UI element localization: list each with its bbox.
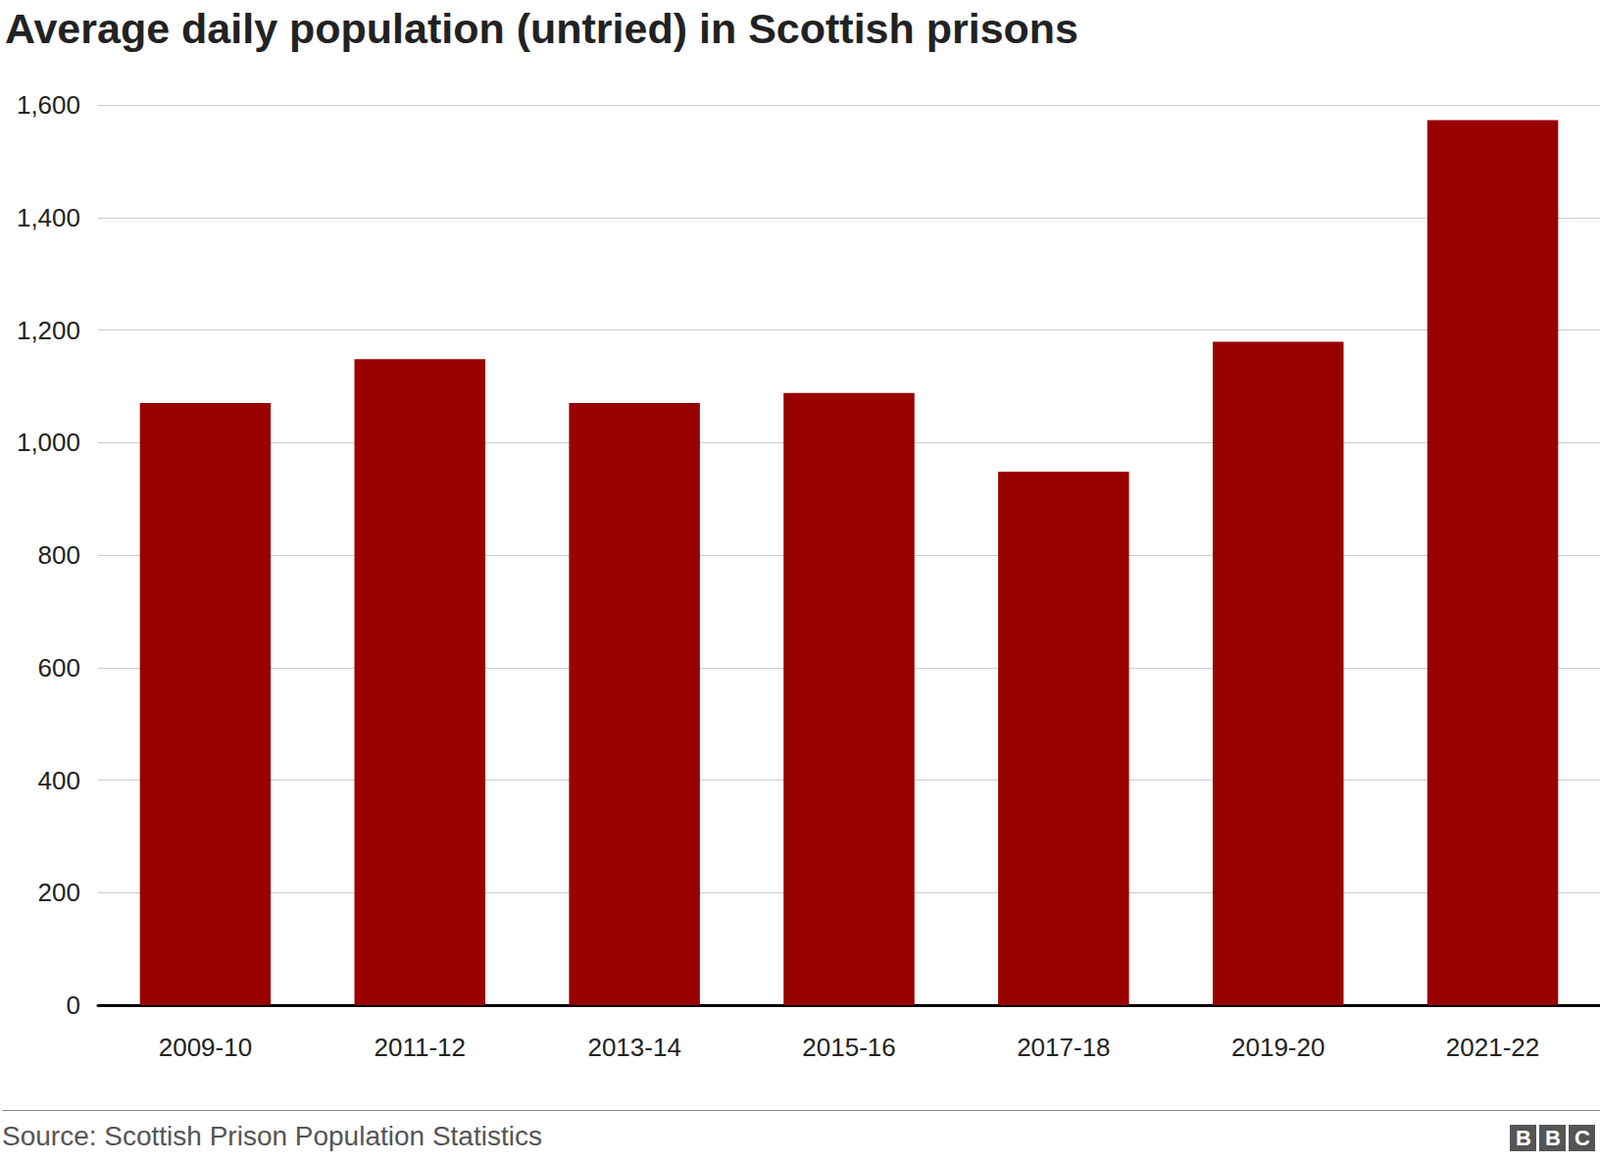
svg-text:800: 800	[38, 540, 81, 570]
svg-text:2021-22: 2021-22	[1446, 1032, 1540, 1062]
svg-text:0: 0	[66, 990, 81, 1020]
svg-text:1,200: 1,200	[16, 315, 81, 346]
svg-text:B: B	[1515, 1125, 1532, 1150]
svg-text:400: 400	[38, 765, 81, 796]
svg-text:2015-16: 2015-16	[801, 1032, 896, 1062]
svg-text:2011-12: 2011-12	[374, 1032, 467, 1062]
svg-text:B: B	[1545, 1125, 1561, 1150]
svg-text:1,000: 1,000	[16, 427, 81, 457]
svg-text:C: C	[1574, 1125, 1591, 1150]
svg-text:2019-20: 2019-20	[1231, 1032, 1325, 1062]
svg-text:1,400: 1,400	[16, 202, 81, 233]
svg-text:200: 200	[38, 877, 81, 907]
svg-text:2009-10: 2009-10	[158, 1032, 252, 1062]
svg-text:Source: Scottish Prison Popula: Source: Scottish Prison Population Stati…	[1, 1120, 543, 1151]
svg-text:1,600: 1,600	[16, 90, 81, 120]
svg-text:2013-14: 2013-14	[587, 1032, 681, 1062]
svg-text:600: 600	[38, 652, 81, 683]
svg-text:Average daily population (untr: Average daily population (untried) in Sc…	[4, 4, 1079, 52]
svg-text:2017-18: 2017-18	[1016, 1032, 1110, 1062]
